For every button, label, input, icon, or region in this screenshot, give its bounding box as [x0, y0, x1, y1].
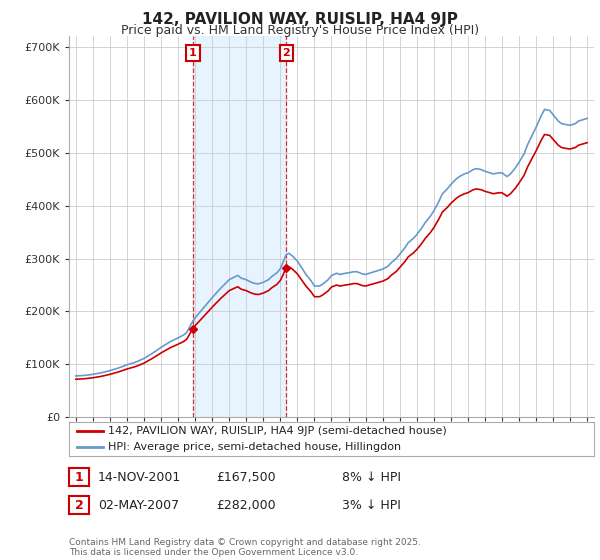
Text: 3% ↓ HPI: 3% ↓ HPI — [342, 498, 401, 512]
Text: 1: 1 — [189, 48, 197, 58]
Text: 2: 2 — [282, 48, 290, 58]
Text: HPI: Average price, semi-detached house, Hillingdon: HPI: Average price, semi-detached house,… — [109, 442, 401, 452]
Text: 8% ↓ HPI: 8% ↓ HPI — [342, 470, 401, 484]
Text: 2: 2 — [74, 498, 83, 512]
Text: Price paid vs. HM Land Registry's House Price Index (HPI): Price paid vs. HM Land Registry's House … — [121, 24, 479, 36]
Text: Contains HM Land Registry data © Crown copyright and database right 2025.
This d: Contains HM Land Registry data © Crown c… — [69, 538, 421, 557]
Text: 02-MAY-2007: 02-MAY-2007 — [98, 498, 179, 512]
Bar — [193, 36, 286, 417]
Text: 142, PAVILION WAY, RUISLIP, HA4 9JP (semi-detached house): 142, PAVILION WAY, RUISLIP, HA4 9JP (sem… — [109, 426, 447, 436]
Text: £167,500: £167,500 — [216, 470, 275, 484]
Text: 1: 1 — [74, 470, 83, 484]
Text: 142, PAVILION WAY, RUISLIP, HA4 9JP: 142, PAVILION WAY, RUISLIP, HA4 9JP — [142, 12, 458, 27]
Text: £282,000: £282,000 — [216, 498, 275, 512]
Text: 14-NOV-2001: 14-NOV-2001 — [98, 470, 181, 484]
